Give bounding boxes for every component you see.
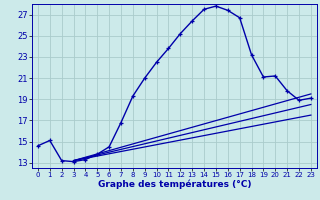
X-axis label: Graphe des températures (°C): Graphe des températures (°C) [98,180,251,189]
